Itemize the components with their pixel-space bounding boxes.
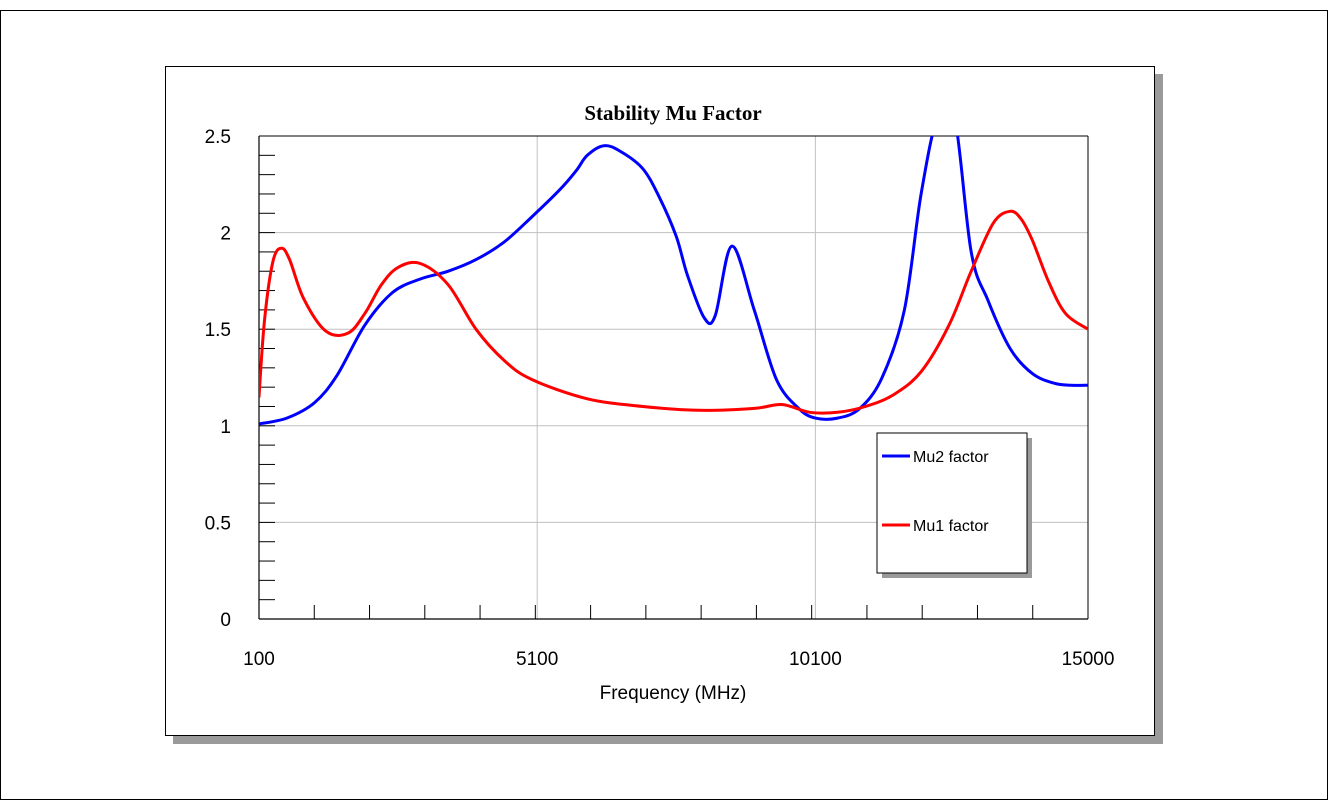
x-tick-label-0: 100 (243, 649, 275, 670)
x-tick-label-3: 15000 (1062, 649, 1115, 670)
y-tick-labels: 0 0.5 1 1.5 2 2.5 (205, 127, 231, 631)
legend: Mu2 factor Mu1 factor (876, 432, 1032, 578)
y-tick-label-4: 2 (220, 224, 231, 245)
series-line-mu2-factor (259, 136, 1088, 426)
y-tick-label-0: 0 (220, 610, 231, 631)
x-tick-label-2: 10100 (789, 649, 842, 670)
y-tick-label-2: 1 (220, 417, 231, 438)
series-line-mu1-factor (259, 209, 1088, 415)
x-tick-labels: 100 5100 10100 15000 (243, 649, 1114, 670)
x-axis-label: Frequency (MHz) (600, 683, 747, 704)
legend-label-mu2-factor: Mu2 factor (913, 449, 989, 466)
y-tick-label-5: 2.5 (205, 127, 231, 148)
chart-panel (165, 66, 1155, 736)
legend-label-mu1-factor: Mu1 factor (913, 518, 989, 535)
series-layer (259, 136, 1088, 426)
y-tick-label-1: 0.5 (205, 513, 231, 534)
y-tick-label-3: 1.5 (205, 320, 231, 341)
chart-title: Stability Mu Factor (584, 101, 761, 125)
x-tick-label-1: 5100 (516, 649, 558, 670)
